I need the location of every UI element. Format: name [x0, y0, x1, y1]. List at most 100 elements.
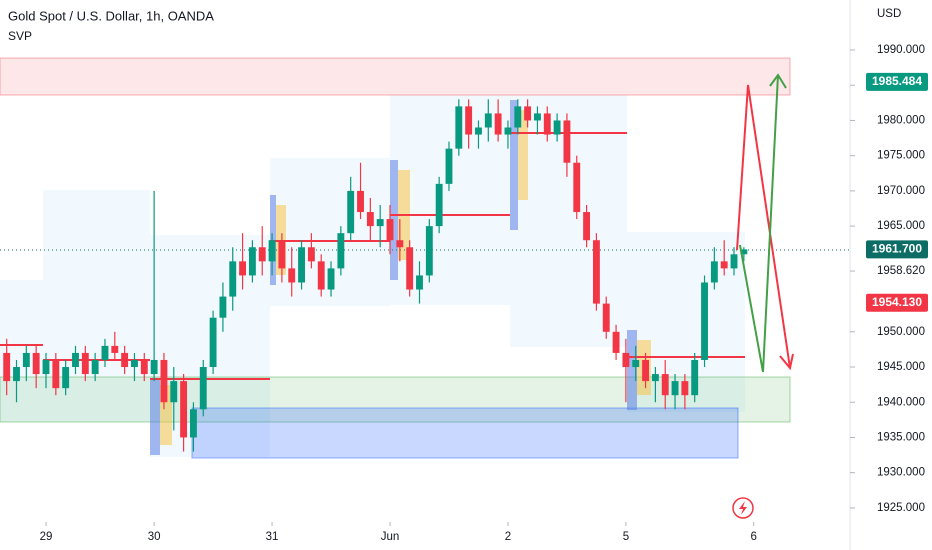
y-tick-label: 1935.000 — [877, 431, 925, 443]
candle-body — [514, 106, 522, 128]
candle-body — [337, 233, 345, 269]
candle-body — [189, 409, 197, 438]
indicator-name: SVP — [8, 29, 32, 43]
x-tick-label: 6 — [750, 531, 756, 543]
candle-body — [494, 113, 502, 135]
y-tick-label: 1930.000 — [877, 467, 925, 479]
candle-body — [740, 249, 748, 255]
candle-body — [376, 219, 384, 227]
price-label-box — [866, 72, 928, 91]
candle-body — [42, 359, 50, 375]
x-tick-label: 30 — [148, 531, 161, 543]
candle-body — [710, 261, 718, 283]
candle-body — [730, 254, 738, 269]
candle-body — [239, 261, 247, 276]
y-tick-label: 1980.000 — [877, 114, 925, 126]
y-tick-label: 1958.620 — [877, 265, 925, 277]
candle-body — [91, 359, 99, 375]
candle-body — [701, 282, 708, 360]
candle-body — [160, 359, 168, 403]
candle-body — [101, 345, 109, 360]
candle-body — [22, 352, 30, 368]
candle-body — [534, 113, 541, 121]
candle-body — [592, 240, 600, 304]
chart-title: Gold Spot / U.S. Dollar, 1h, OANDA — [8, 8, 214, 23]
candles — [3, 99, 748, 452]
candle-body — [317, 261, 325, 290]
candle-body — [622, 352, 630, 368]
candle-body — [465, 106, 473, 135]
price-label: 1954.130 — [872, 295, 922, 309]
candle-body — [612, 331, 620, 353]
currency: USD — [877, 8, 901, 20]
candle-body — [150, 359, 158, 375]
candle-body — [52, 359, 60, 389]
candle-body — [180, 381, 188, 438]
candle-body — [170, 381, 178, 403]
candle-body — [484, 113, 492, 128]
price-label-box — [866, 240, 928, 259]
green-arrowhead — [769, 73, 787, 89]
candle-body — [651, 374, 659, 382]
candle-body — [72, 352, 79, 368]
candle-body — [691, 359, 699, 396]
candle-body — [435, 183, 443, 227]
candle-body — [583, 212, 591, 241]
candle-body — [504, 127, 512, 135]
candle-body — [563, 120, 571, 163]
candle-body — [298, 247, 305, 283]
x-tick-label: Jun — [381, 531, 400, 543]
candle-body — [543, 113, 551, 135]
candle-body — [62, 367, 70, 389]
candle-body — [386, 219, 394, 241]
candle-body — [121, 352, 129, 368]
x-tick-label: 31 — [266, 531, 279, 543]
red-projection — [736, 84, 791, 369]
y-tick-label: 1970.000 — [877, 185, 925, 197]
candle-body — [632, 359, 640, 368]
candle-body — [445, 148, 453, 184]
x-tick-label: 29 — [40, 531, 53, 543]
candle-body — [268, 240, 276, 262]
candle-body — [347, 190, 355, 234]
x-tick-label: 5 — [623, 531, 629, 543]
y-tick-label: 1945.000 — [877, 361, 925, 373]
candle-body — [258, 247, 266, 262]
candle-body — [111, 345, 119, 353]
y-tick-label: 1950.000 — [877, 326, 925, 338]
blue-zone — [191, 407, 739, 459]
candle-body — [573, 162, 581, 213]
candle-body — [425, 226, 433, 276]
demand-zone — [0, 376, 791, 423]
candle-body — [32, 352, 40, 375]
y-tick-label: 1940.000 — [877, 396, 925, 408]
candle-body — [553, 120, 561, 135]
candle-body — [209, 317, 217, 368]
red-arrowhead — [779, 353, 794, 371]
candle-body — [602, 303, 610, 332]
candle-body — [681, 381, 689, 396]
price-label: 1961.700 — [872, 242, 922, 256]
candle-body — [475, 127, 482, 135]
x-tick-label: 2 — [505, 531, 511, 543]
candle-body — [3, 352, 11, 382]
bolt — [739, 501, 747, 515]
y-tick-label: 1975.000 — [877, 150, 925, 162]
candle-body — [642, 359, 649, 382]
candle-body — [288, 268, 296, 283]
candle-body — [81, 352, 89, 375]
candle-body — [671, 381, 679, 396]
candle-body — [248, 247, 256, 276]
candle-body — [720, 261, 728, 269]
green-projection — [739, 74, 779, 373]
candle-body — [219, 296, 227, 318]
candle-body — [661, 374, 669, 396]
y-tick-label: 1925.000 — [877, 502, 925, 514]
candle-body — [229, 261, 237, 297]
candle-body — [396, 240, 404, 248]
price-label: 1985.484 — [872, 74, 922, 88]
candle-body — [327, 268, 335, 290]
candle-body — [199, 367, 207, 410]
candle-body — [13, 367, 20, 382]
